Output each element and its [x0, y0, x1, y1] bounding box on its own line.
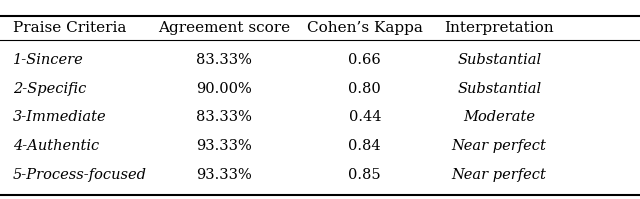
Text: 90.00%: 90.00% — [196, 82, 252, 96]
Text: 0.84: 0.84 — [349, 139, 381, 153]
Text: Near perfect: Near perfect — [452, 139, 547, 153]
Text: 93.33%: 93.33% — [196, 168, 252, 182]
Text: 83.33%: 83.33% — [196, 110, 252, 124]
Text: Cohen’s Kappa: Cohen’s Kappa — [307, 21, 423, 35]
Text: 1-Sincere: 1-Sincere — [13, 53, 84, 67]
Text: Moderate: Moderate — [463, 110, 535, 124]
Text: 2-Specific: 2-Specific — [13, 82, 86, 96]
Text: 0.85: 0.85 — [349, 168, 381, 182]
Text: Agreement score: Agreement score — [158, 21, 290, 35]
Text: 0.44: 0.44 — [349, 110, 381, 124]
Text: 5-Process-focused: 5-Process-focused — [13, 168, 147, 182]
Text: Interpretation: Interpretation — [444, 21, 554, 35]
Text: Near perfect: Near perfect — [452, 168, 547, 182]
Text: 3-Immediate: 3-Immediate — [13, 110, 106, 124]
Text: Substantial: Substantial — [457, 53, 541, 67]
Text: 0.66: 0.66 — [348, 53, 381, 67]
Text: 0.80: 0.80 — [348, 82, 381, 96]
Text: 93.33%: 93.33% — [196, 139, 252, 153]
Text: Substantial: Substantial — [457, 82, 541, 96]
Text: 4-Authentic: 4-Authentic — [13, 139, 99, 153]
Text: Praise Criteria: Praise Criteria — [13, 21, 126, 35]
Text: 83.33%: 83.33% — [196, 53, 252, 67]
